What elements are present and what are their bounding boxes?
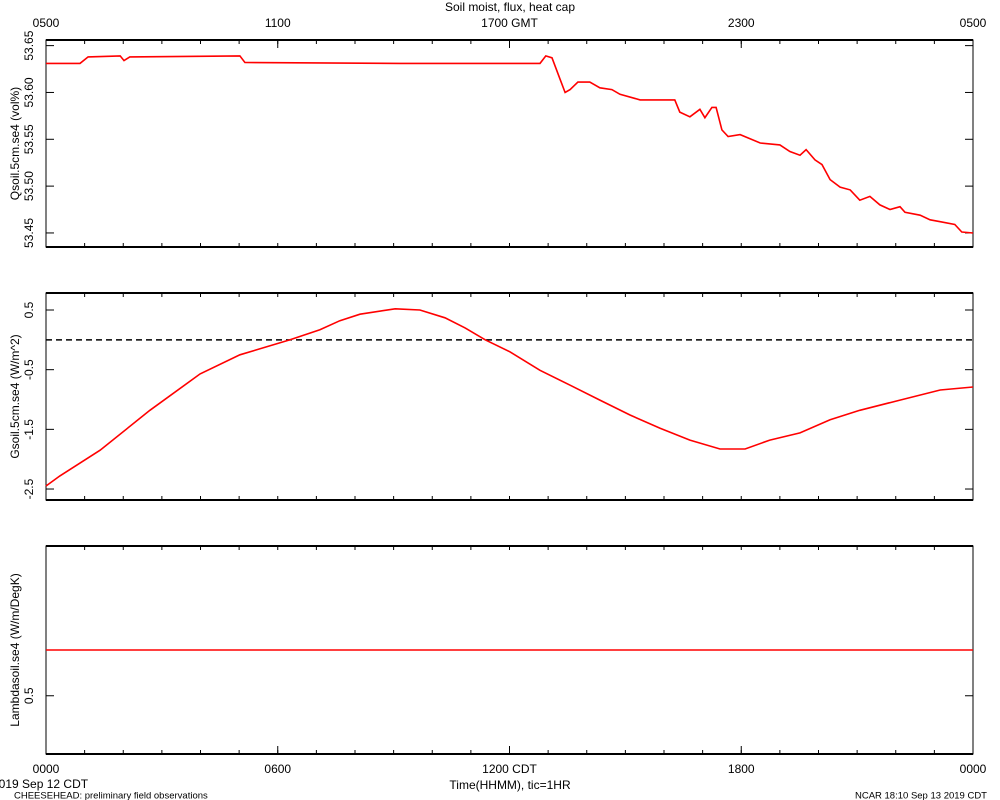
y-tick-label: 0.5	[22, 301, 36, 318]
y-tick-label: 53.55	[22, 124, 36, 154]
y-tick-label: 53.50	[22, 171, 36, 201]
chart-title: Soil moist, flux, heat cap	[445, 0, 575, 14]
plot-frame	[45, 39, 974, 248]
footer-right: NCAR 18:10 Sep 13 2019 CDT	[855, 791, 987, 800]
x2-tick-label: 1700 GMT	[481, 16, 538, 30]
x-tick-label: 1800	[728, 762, 755, 776]
data-line	[46, 54, 974, 234]
x-tick-label: 1200 CDT	[482, 762, 537, 776]
date-label: 2019 Sep 12 CDT	[0, 777, 89, 791]
x-tick-label: 0600	[264, 762, 291, 776]
data-line	[45, 307, 974, 487]
footer-left: CHEESEHEAD: preliminary field observatio…	[14, 791, 208, 800]
y-tick-label: 53.65	[22, 30, 36, 60]
y-axis-label: Qsoil.5cm.se4 (vol%)	[8, 87, 22, 200]
y-tick-label: 53.45	[22, 218, 36, 248]
x-tick-label: 0000	[960, 762, 987, 776]
x-axis-label: Time(HHMM), tic=1HR	[449, 778, 571, 792]
x2-tick-label: 2300	[728, 16, 755, 30]
y-tick-label: -1.5	[22, 419, 36, 440]
y-tick-label: 53.60	[22, 77, 36, 107]
y-tick-label: -0.5	[22, 359, 36, 380]
y-axis-label: Lambdasoil.se4 (W/m/DegK)	[8, 573, 22, 726]
plot-frame	[45, 292, 974, 501]
y-axis-label: Gsoil.5cm.se4 (W/m^2)	[8, 334, 22, 458]
x-tick-label: 0000	[33, 762, 60, 776]
y-tick-label: 0.5	[22, 687, 36, 704]
x2-tick-label: 0500	[33, 16, 60, 30]
x2-tick-label: 0500	[960, 16, 987, 30]
x2-tick-label: 1100	[265, 16, 291, 30]
y-tick-label: -2.5	[22, 478, 36, 499]
